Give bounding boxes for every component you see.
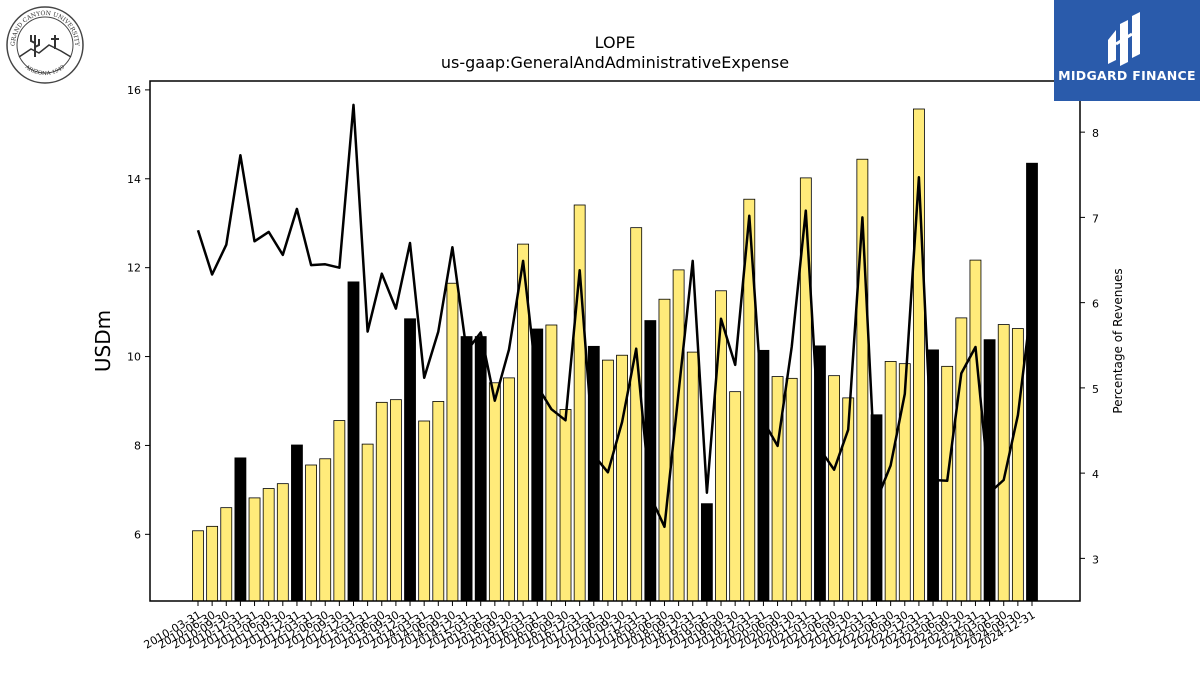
bar-2022-06-30 <box>884 361 897 602</box>
bar-2021-06-30 <box>828 375 841 602</box>
bar-2013-12-31 <box>404 318 416 602</box>
bar-series <box>192 108 1038 602</box>
bar-2016-12-31 <box>573 204 586 602</box>
y2-axis-label: Percentage of Revenues <box>1111 268 1125 413</box>
bar-2011-03-31 <box>248 497 261 602</box>
bar-2011-09-30 <box>276 483 289 602</box>
bar-2010-06-30 <box>206 525 219 602</box>
bar-2023-12-31 <box>969 259 982 602</box>
bar-2017-12-31 <box>630 227 643 602</box>
bar-2019-09-30 <box>729 391 742 602</box>
y-tick-label: 16 <box>127 84 141 97</box>
bar-2014-06-30 <box>432 401 445 602</box>
midgard-finance-logo: MIDGARD FINANCE <box>1054 0 1200 101</box>
bar-2011-12-31 <box>291 444 303 602</box>
y2-tick-label: 8 <box>1092 127 1099 140</box>
y-tick-label: 8 <box>134 439 141 452</box>
y-tick-label: 12 <box>127 262 141 275</box>
bar-2019-03-31 <box>700 503 713 602</box>
bar-2019-06-30 <box>715 290 727 602</box>
bar-2016-09-30 <box>559 409 572 602</box>
bar-2024-03-31 <box>983 339 996 602</box>
y2-tick-label: 3 <box>1092 553 1099 566</box>
bar-2020-06-30 <box>771 376 784 602</box>
bar-2023-06-30 <box>941 365 954 602</box>
y2-tick-label: 5 <box>1092 383 1099 396</box>
bar-2013-03-31 <box>361 443 374 602</box>
y2-tick-label: 7 <box>1092 212 1099 225</box>
bar-2013-06-30 <box>375 401 388 602</box>
y-tick-label: 10 <box>127 351 141 364</box>
university-seal-logo: GRAND CANYON UNIVERSITY ARIZONA 1949 <box>5 5 85 85</box>
bar-2018-12-31 <box>686 351 699 602</box>
chart-title: LOPE <box>595 33 636 52</box>
bar-2020-03-31 <box>757 349 770 602</box>
chart-subtitle: us-gaap:GeneralAndAdministrativeExpense <box>441 53 789 72</box>
bar-2012-03-31 <box>305 464 317 602</box>
bar-2012-06-30 <box>319 458 332 602</box>
bar-2024-12-31 <box>1026 162 1038 602</box>
bar-2012-09-30 <box>333 420 346 602</box>
percentage-line <box>196 103 1034 529</box>
bar-2016-06-30 <box>545 324 558 602</box>
bar-2014-12-31 <box>460 336 473 602</box>
midgard-finance-wordmark: MIDGARD FINANCE <box>1058 68 1196 83</box>
bar-2020-09-30 <box>785 377 798 602</box>
bar-2010-12-31 <box>234 457 247 602</box>
bar-2015-09-30 <box>503 377 515 602</box>
bar-2016-03-31 <box>531 328 544 602</box>
y-tick-label: 6 <box>134 528 141 541</box>
bar-2024-09-30 <box>1011 328 1024 602</box>
y-axis-label: USDm <box>91 310 115 372</box>
bar-2010-03-31 <box>192 530 204 602</box>
bar-2017-03-31 <box>587 345 600 602</box>
bar-2013-09-30 <box>389 399 402 602</box>
bar-2018-06-30 <box>658 298 671 602</box>
plot-area-frame <box>149 80 1081 602</box>
left-y-axis: 6 8 10 12 14 16 <box>127 84 150 541</box>
bar-2023-09-30 <box>955 317 968 602</box>
bar-2014-03-31 <box>418 420 431 602</box>
percentage-line-series <box>196 103 1034 529</box>
bar-2015-03-31 <box>474 336 487 602</box>
bar-2017-06-30 <box>602 359 614 602</box>
bar-2017-09-30 <box>616 354 628 602</box>
y2-tick-label: 6 <box>1092 298 1099 311</box>
x-axis: 2010-03-312010-06-302010-09-302010-12-31… <box>142 601 1038 652</box>
right-y-axis: 3 4 5 6 7 8 <box>1080 127 1099 566</box>
bar-2014-09-30 <box>446 282 459 602</box>
bar-2010-09-30 <box>220 507 233 602</box>
bar-2012-12-31 <box>347 281 360 602</box>
y-tick-label: 14 <box>127 173 141 186</box>
bar-2015-06-30 <box>488 382 501 602</box>
bar-2011-06-30 <box>262 488 275 602</box>
y2-tick-label: 4 <box>1092 468 1099 481</box>
